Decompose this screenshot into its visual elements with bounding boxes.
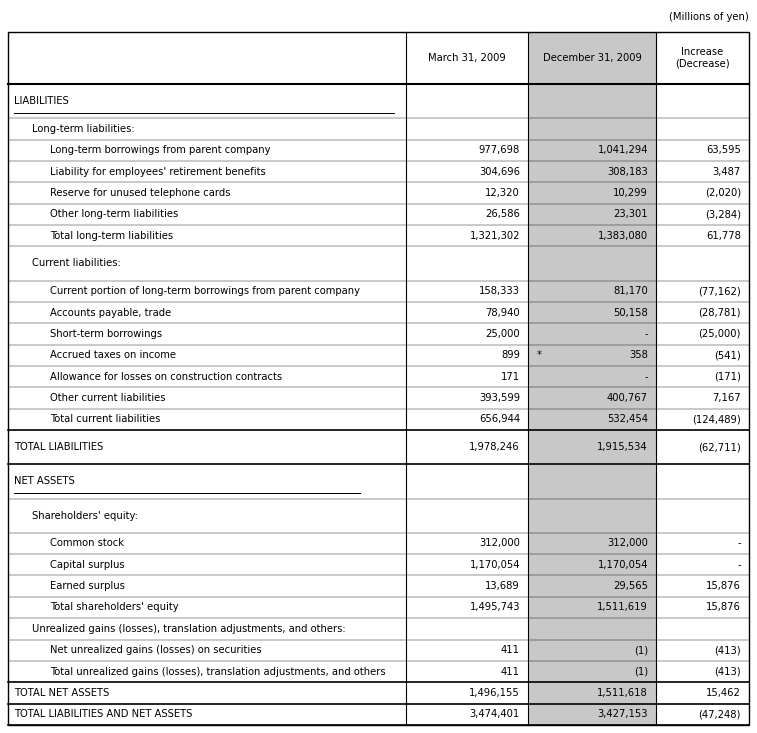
Text: TOTAL LIABILITIES AND NET ASSETS: TOTAL LIABILITIES AND NET ASSETS <box>14 710 192 719</box>
Text: Other long-term liabilities: Other long-term liabilities <box>50 210 178 219</box>
Text: 23,301: 23,301 <box>613 210 648 219</box>
Text: Capital surplus: Capital surplus <box>50 560 125 570</box>
Text: Total current liabilities: Total current liabilities <box>50 414 160 424</box>
Text: (1): (1) <box>634 645 648 655</box>
Text: (77,162): (77,162) <box>698 287 741 296</box>
Text: Long-term borrowings from parent company: Long-term borrowings from parent company <box>50 145 270 155</box>
Text: 12,320: 12,320 <box>485 188 520 198</box>
Text: 1,511,619: 1,511,619 <box>597 603 648 613</box>
Text: 1,511,618: 1,511,618 <box>597 688 648 698</box>
Text: 29,565: 29,565 <box>613 581 648 591</box>
Text: Reserve for unused telephone cards: Reserve for unused telephone cards <box>50 188 230 198</box>
Text: Net unrealized gains (losses) on securities: Net unrealized gains (losses) on securit… <box>50 645 262 655</box>
Text: 63,595: 63,595 <box>706 145 741 155</box>
Text: 3,427,153: 3,427,153 <box>597 710 648 719</box>
Text: Allowance for losses on construction contracts: Allowance for losses on construction con… <box>50 372 282 382</box>
Text: 393,599: 393,599 <box>479 393 520 403</box>
Text: 411: 411 <box>501 666 520 677</box>
Text: 158,333: 158,333 <box>479 287 520 296</box>
Text: (25,000): (25,000) <box>699 329 741 339</box>
Text: 308,183: 308,183 <box>607 166 648 177</box>
Text: (541): (541) <box>715 350 741 361</box>
Text: 532,454: 532,454 <box>607 414 648 424</box>
Text: NET ASSETS: NET ASSETS <box>14 476 75 487</box>
Bar <box>528 32 656 725</box>
Text: 1,170,054: 1,170,054 <box>597 560 648 570</box>
Text: 1,383,080: 1,383,080 <box>598 231 648 240</box>
Text: (62,711): (62,711) <box>698 442 741 452</box>
Text: 15,876: 15,876 <box>706 603 741 613</box>
Text: 1,915,534: 1,915,534 <box>597 442 648 452</box>
Text: (124,489): (124,489) <box>692 414 741 424</box>
Text: Earned surplus: Earned surplus <box>50 581 125 591</box>
Text: TOTAL NET ASSETS: TOTAL NET ASSETS <box>14 688 109 698</box>
Text: 26,586: 26,586 <box>485 210 520 219</box>
Text: 171: 171 <box>501 372 520 382</box>
Text: -: - <box>737 560 741 570</box>
Text: 312,000: 312,000 <box>479 538 520 548</box>
Text: -: - <box>737 538 741 548</box>
Text: 25,000: 25,000 <box>485 329 520 339</box>
Text: 13,689: 13,689 <box>485 581 520 591</box>
Text: Other current liabilities: Other current liabilities <box>50 393 166 403</box>
Text: 15,876: 15,876 <box>706 581 741 591</box>
Text: Short-term borrowings: Short-term borrowings <box>50 329 162 339</box>
Text: (47,248): (47,248) <box>699 710 741 719</box>
Text: Liability for employees' retirement benefits: Liability for employees' retirement bene… <box>50 166 266 177</box>
Text: 61,778: 61,778 <box>706 231 741 240</box>
Text: Accrued taxes on income: Accrued taxes on income <box>50 350 176 361</box>
Text: (171): (171) <box>714 372 741 382</box>
Text: 1,495,743: 1,495,743 <box>469 603 520 613</box>
Text: 81,170: 81,170 <box>613 287 648 296</box>
Text: (413): (413) <box>715 645 741 655</box>
Text: 10,299: 10,299 <box>613 188 648 198</box>
Text: 1,170,054: 1,170,054 <box>469 560 520 570</box>
Text: Total shareholders' equity: Total shareholders' equity <box>50 603 179 613</box>
Text: 78,940: 78,940 <box>485 308 520 317</box>
Text: December 31, 2009: December 31, 2009 <box>543 53 641 63</box>
Text: 312,000: 312,000 <box>607 538 648 548</box>
Text: 15,462: 15,462 <box>706 688 741 698</box>
Text: Common stock: Common stock <box>50 538 124 548</box>
Text: March 31, 2009: March 31, 2009 <box>428 53 506 63</box>
Text: 7,167: 7,167 <box>712 393 741 403</box>
Text: 1,041,294: 1,041,294 <box>597 145 648 155</box>
Text: Increase
(Decrease): Increase (Decrease) <box>675 47 730 69</box>
Text: Total unrealized gains (losses), translation adjustments, and others: Total unrealized gains (losses), transla… <box>50 666 385 677</box>
Text: 1,321,302: 1,321,302 <box>469 231 520 240</box>
Text: -: - <box>644 329 648 339</box>
Text: *: * <box>537 350 542 361</box>
Text: 358: 358 <box>629 350 648 361</box>
Text: LIABILITIES: LIABILITIES <box>14 96 69 106</box>
Text: (3,284): (3,284) <box>705 210 741 219</box>
Text: Shareholders' equity:: Shareholders' equity: <box>32 511 138 520</box>
Text: (Millions of yen): (Millions of yen) <box>669 12 749 22</box>
Text: Unrealized gains (losses), translation adjustments, and others:: Unrealized gains (losses), translation a… <box>32 624 346 634</box>
Text: 304,696: 304,696 <box>479 166 520 177</box>
Text: (28,781): (28,781) <box>699 308 741 317</box>
Text: (413): (413) <box>715 666 741 677</box>
Text: TOTAL LIABILITIES: TOTAL LIABILITIES <box>14 442 103 452</box>
Text: 1,978,246: 1,978,246 <box>469 442 520 452</box>
Text: 899: 899 <box>501 350 520 361</box>
Text: 977,698: 977,698 <box>478 145 520 155</box>
Text: Current portion of long-term borrowings from parent company: Current portion of long-term borrowings … <box>50 287 360 296</box>
Text: -: - <box>644 372 648 382</box>
Text: 400,767: 400,767 <box>607 393 648 403</box>
Text: Total long-term liabilities: Total long-term liabilities <box>50 231 173 240</box>
Text: 3,474,401: 3,474,401 <box>470 710 520 719</box>
Text: Accounts payable, trade: Accounts payable, trade <box>50 308 171 317</box>
Text: 656,944: 656,944 <box>479 414 520 424</box>
Text: 3,487: 3,487 <box>713 166 741 177</box>
Text: (1): (1) <box>634 666 648 677</box>
Text: 50,158: 50,158 <box>613 308 648 317</box>
Text: Long-term liabilities:: Long-term liabilities: <box>32 124 135 134</box>
Text: 1,496,155: 1,496,155 <box>469 688 520 698</box>
Text: 411: 411 <box>501 645 520 655</box>
Text: (2,020): (2,020) <box>705 188 741 198</box>
Text: Current liabilities:: Current liabilities: <box>32 259 121 268</box>
